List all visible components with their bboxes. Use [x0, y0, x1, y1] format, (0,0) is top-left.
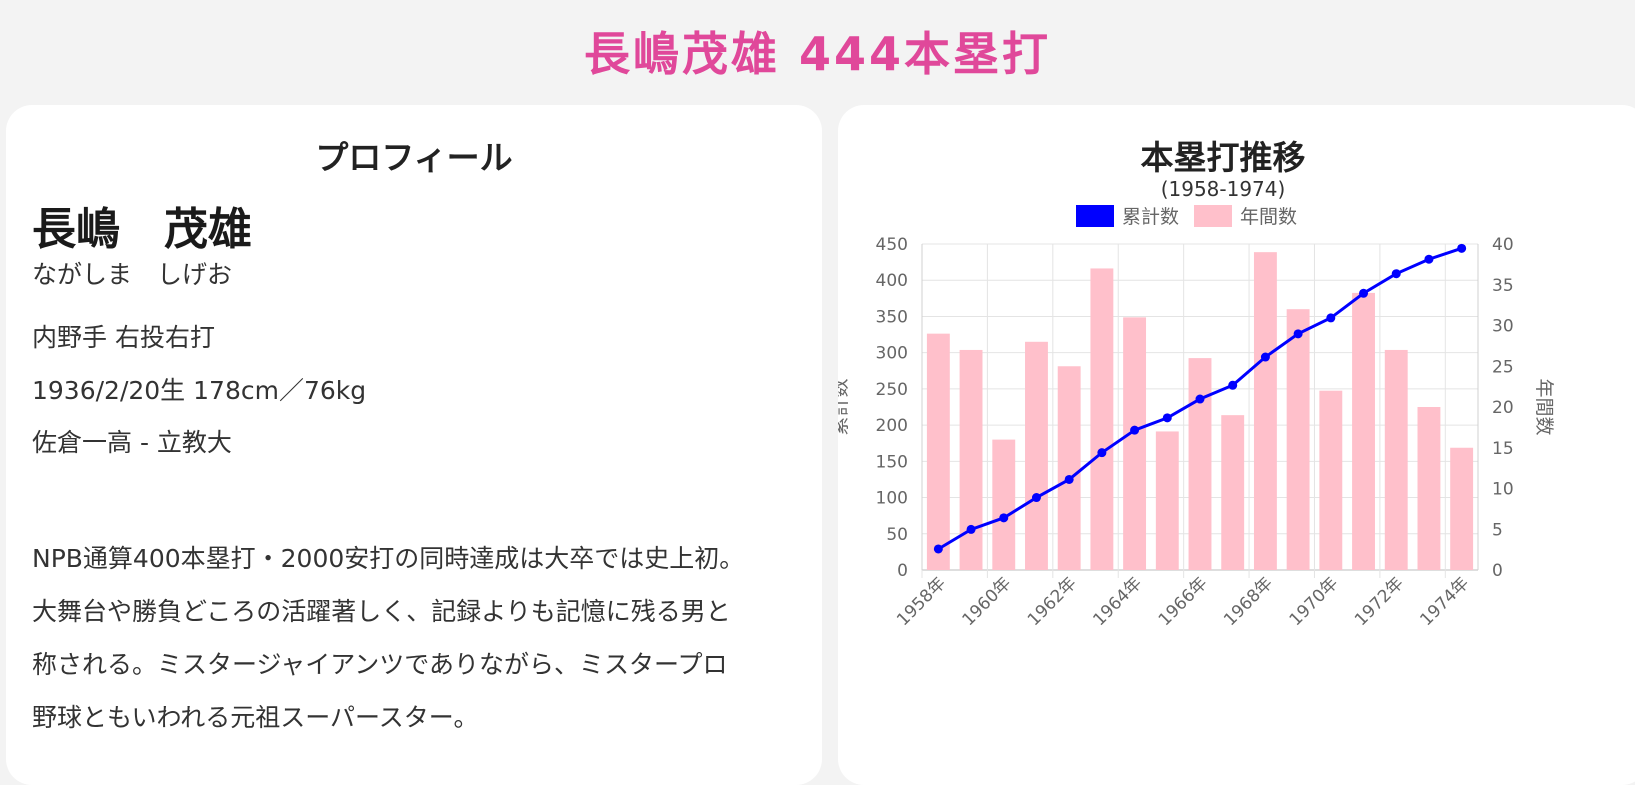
bar-annual-home-runs [1221, 415, 1245, 570]
point-cumulative [1031, 493, 1041, 503]
y-right-axis-title: 年間数 [1533, 378, 1555, 435]
bar-annual-home-runs [1188, 358, 1212, 570]
y-right-tick-label: 40 [1492, 235, 1514, 255]
y-left-tick-label: 300 [876, 344, 908, 364]
point-cumulative [933, 544, 943, 554]
home-run-chart: 0 50 100 150 200 250 300 350 400 450 0 5 10 15 20 25 30 3… [838, 205, 1555, 630]
profile-heading: プロフィール [315, 138, 513, 177]
bar-annual-home-runs [1319, 390, 1343, 570]
point-cumulative [1391, 269, 1401, 279]
bar-annual-home-runs [1057, 366, 1081, 570]
point-cumulative [1130, 425, 1140, 435]
player-name-kana: ながしま しげお [32, 260, 233, 289]
bar-annual-home-runs [959, 349, 983, 570]
legend-label: 累計数 [1122, 206, 1179, 228]
y-right-tick-label: 35 [1492, 276, 1514, 296]
x-tick-label: 1964年 [1089, 573, 1146, 630]
bio-line: 大舞台や勝負どころの活躍著しく、記録よりも記憶に残る男と [32, 597, 731, 626]
bar-annual-home-runs [1450, 447, 1474, 570]
y-left-tick-label: 0 [897, 561, 908, 581]
y-left-axis-title: 累計数 [838, 378, 851, 435]
point-cumulative [1457, 243, 1467, 253]
chart-subtitle: (1958-1974) [1160, 177, 1286, 201]
point-cumulative [1162, 413, 1172, 423]
player-name: 長嶋 茂雄 [32, 204, 252, 255]
point-cumulative [1228, 380, 1238, 390]
point-cumulative [966, 524, 976, 534]
y-right-tick-label: 15 [1492, 439, 1514, 459]
point-cumulative [1260, 352, 1270, 362]
point-cumulative [1097, 448, 1107, 458]
point-cumulative [1064, 474, 1074, 484]
y-right-tick-label: 10 [1492, 480, 1514, 500]
legend-swatch [1076, 205, 1114, 227]
profile-card: プロフィール 長嶋 茂雄 ながしま しげお 内野手 右投右打 1936/2/20… [6, 105, 822, 785]
bar-annual-home-runs [1025, 341, 1048, 570]
x-tick-label: 1968年 [1220, 573, 1277, 630]
point-cumulative [1293, 329, 1303, 339]
chart-card: 本塁打推移 (1958-1974) 0 50 100 150 200 250 300 350 4… [838, 105, 1635, 785]
bar-annual-home-runs [1253, 252, 1277, 570]
bio-line: NPB通算400本塁打・2000安打の同時達成は大卒では史上初。 [32, 544, 745, 573]
chart-title: 本塁打推移 [1140, 138, 1306, 177]
y-left-tick-label: 200 [876, 416, 908, 436]
bar-annual-home-runs [1090, 268, 1114, 570]
bar-annual-home-runs [926, 333, 950, 570]
point-cumulative [1424, 254, 1434, 264]
bar-annual-home-runs [992, 439, 1016, 570]
bar-annual-home-runs [1123, 317, 1147, 570]
y-left-tick-label: 400 [876, 271, 908, 291]
bar-annual-home-runs [1352, 292, 1375, 570]
x-tick-label: 1960年 [959, 573, 1016, 630]
player-school: 佐倉一高 - 立教大 [32, 428, 232, 457]
x-tick-label: 1962年 [1024, 573, 1081, 630]
y-right-tick-label: 20 [1492, 398, 1514, 418]
y-left-tick-label: 100 [876, 489, 908, 509]
point-cumulative [1359, 288, 1369, 298]
bar-annual-home-runs [1417, 407, 1441, 570]
bar-annual-home-runs [1286, 309, 1310, 570]
bio-line: 称される。ミスタージャイアンツでありながら、ミスタープロ [32, 650, 728, 679]
x-tick-label: 1974年 [1416, 573, 1473, 630]
player-birth-body: 1936/2/20生 178cm／76kg [32, 376, 367, 405]
y-right-tick-label: 0 [1492, 561, 1503, 581]
y-left-tick-label: 350 [876, 307, 908, 327]
y-left-tick-label: 150 [876, 452, 908, 472]
legend-swatch [1194, 205, 1232, 227]
x-tick-label: 1958年 [893, 573, 950, 630]
point-cumulative [1195, 394, 1205, 404]
point-cumulative [999, 513, 1009, 523]
player-position: 内野手 右投右打 [32, 323, 215, 352]
x-tick-label: 1970年 [1286, 573, 1343, 630]
player-bio: NPB通算400本塁打・2000安打の同時達成は大卒では史上初。 大舞台や勝負ど… [32, 532, 802, 744]
bar-annual-home-runs [1384, 349, 1408, 570]
y-right-tick-label: 5 [1492, 520, 1503, 540]
y-left-tick-label: 50 [886, 525, 908, 545]
point-cumulative [1326, 313, 1336, 323]
bio-line: 野球ともいわれる元祖スーパースター。 [32, 703, 479, 732]
legend-label: 年間数 [1240, 206, 1297, 228]
page-title: 長嶋茂雄 444本塁打 [583, 27, 1052, 81]
x-tick-label: 1966年 [1155, 573, 1212, 630]
y-left-tick-label: 250 [876, 380, 908, 400]
bar-annual-home-runs [1155, 431, 1179, 570]
y-right-tick-label: 25 [1492, 357, 1514, 377]
y-right-tick-label: 30 [1492, 317, 1514, 337]
y-left-tick-label: 450 [876, 235, 908, 255]
x-tick-label: 1972年 [1351, 573, 1408, 630]
